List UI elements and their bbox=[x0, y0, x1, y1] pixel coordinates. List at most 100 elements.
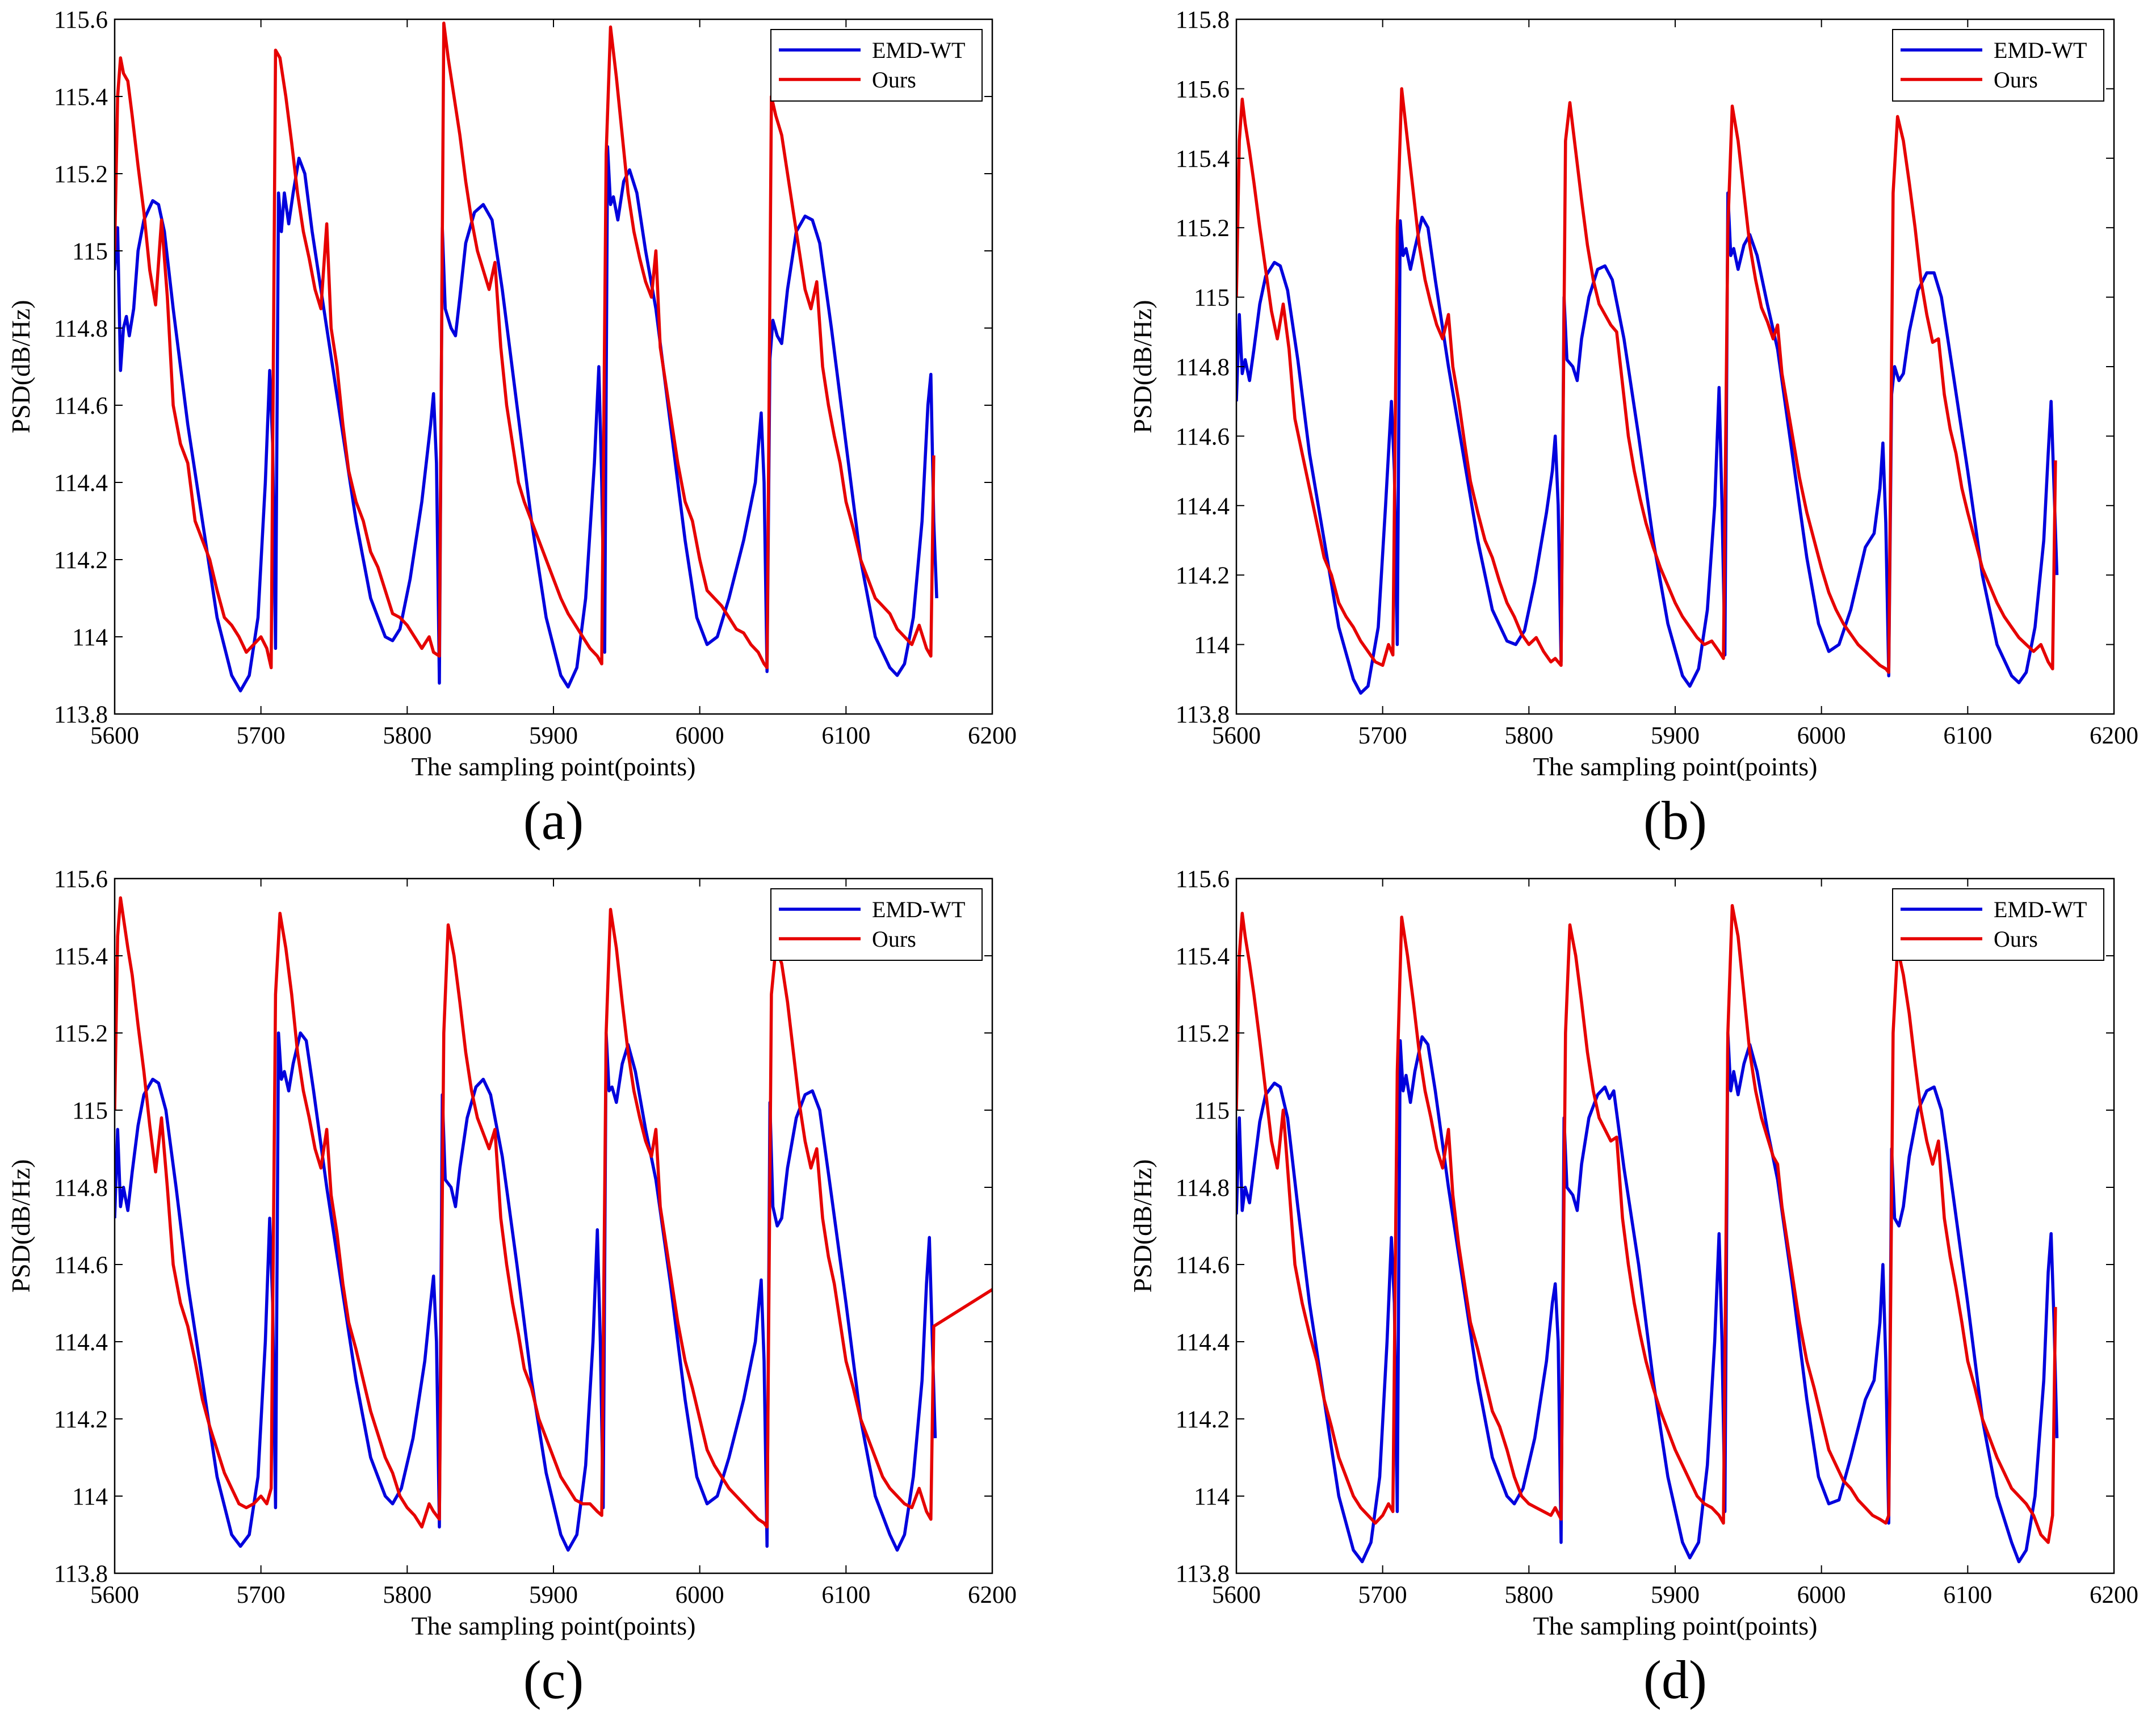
y-tick-label: 113.8 bbox=[1176, 1561, 1230, 1587]
y-tick-label: 114.6 bbox=[54, 393, 108, 419]
series-group bbox=[115, 896, 992, 1552]
x-tick-label: 5600 bbox=[1212, 1582, 1261, 1608]
x-tick-label: 6000 bbox=[676, 723, 724, 749]
x-axis-label: The sampling point(points) bbox=[1533, 1611, 1818, 1640]
plot-area bbox=[115, 879, 992, 1573]
chart-panel-a: 5600 5700 5800 5900 6000 6100 6200 113.8 114 114.… bbox=[6, 7, 1017, 851]
y-tick-label: 114.4 bbox=[54, 470, 108, 497]
x-tick-label: 6000 bbox=[1797, 1582, 1846, 1608]
x-tick-label: 5900 bbox=[529, 723, 578, 749]
y-tick-label: 115.4 bbox=[1176, 943, 1230, 970]
legend-label: Ours bbox=[1994, 926, 2038, 952]
y-tick-label: 114.8 bbox=[54, 1175, 108, 1202]
legend-label: Ours bbox=[1994, 67, 2038, 93]
panel-caption: (b) bbox=[1643, 790, 1707, 851]
legend-box bbox=[770, 29, 983, 102]
legend-box bbox=[1892, 29, 2104, 102]
x-tick-label: 6200 bbox=[2090, 723, 2138, 749]
y-tick-label: 114 bbox=[72, 1484, 108, 1510]
y-tick-label: 115.8 bbox=[1176, 7, 1230, 33]
x-tick-label: 5900 bbox=[529, 1582, 578, 1608]
x-tick-label: 5900 bbox=[1651, 1582, 1700, 1608]
plot-area bbox=[1236, 879, 2114, 1573]
x-tick-label: 6100 bbox=[1943, 1582, 1992, 1608]
y-tick-label: 115.4 bbox=[54, 943, 108, 970]
y-tick-label: 115 bbox=[1194, 1098, 1230, 1124]
legend-label: Ours bbox=[872, 67, 916, 93]
legend-label: EMD-WT bbox=[872, 897, 965, 922]
x-tick-label: 6200 bbox=[2090, 1582, 2138, 1608]
chart-panel-d: 5600 5700 5800 5900 6000 6100 6200 113.8 114 114.… bbox=[1128, 866, 2138, 1710]
legend: EMD-WT Ours bbox=[770, 29, 983, 102]
y-tick-label: 114 bbox=[72, 624, 108, 651]
y-tick-label: 114.6 bbox=[1176, 423, 1230, 450]
series-line-emd-wt bbox=[1236, 1031, 2059, 1564]
series-line-emd-wt bbox=[115, 1031, 937, 1552]
y-tick-label: 113.8 bbox=[54, 702, 108, 728]
y-tick-label: 114 bbox=[1194, 1484, 1230, 1510]
x-tick-label: 6000 bbox=[1797, 723, 1846, 749]
legend-label: EMD-WT bbox=[872, 37, 965, 63]
legend: EMD-WT Ours bbox=[770, 888, 983, 961]
panel-caption: (a) bbox=[523, 790, 584, 851]
x-tick-label: 5800 bbox=[1504, 1582, 1553, 1608]
y-tick-label: 115.6 bbox=[54, 7, 108, 33]
y-axis-label: PSD(dB/Hz) bbox=[6, 1159, 35, 1292]
y-tick-label: 115.6 bbox=[54, 866, 108, 893]
legend-box bbox=[1892, 888, 2104, 961]
x-tick-label: 6200 bbox=[968, 723, 1017, 749]
y-tick-label: 114.4 bbox=[1176, 493, 1230, 520]
y-tick-label: 115.6 bbox=[1176, 866, 1230, 893]
y-tick-label: 115.2 bbox=[54, 161, 108, 188]
y-tick-label: 114 bbox=[1194, 632, 1230, 659]
x-tick-label: 6200 bbox=[968, 1582, 1017, 1608]
x-tick-label: 5700 bbox=[1358, 1582, 1407, 1608]
y-tick-label: 115.4 bbox=[1176, 146, 1230, 173]
chart-panel-c: 5600 5700 5800 5900 6000 6100 6200 113.8 114 114.… bbox=[6, 866, 1017, 1710]
y-tick-label: 114.6 bbox=[54, 1252, 108, 1279]
y-tick-label: 115.4 bbox=[54, 84, 108, 111]
y-tick-label: 114.8 bbox=[54, 316, 108, 342]
y-tick-label: 113.8 bbox=[1176, 702, 1230, 728]
y-axis-label: PSD(dB/Hz) bbox=[6, 300, 35, 433]
x-axis-label: The sampling point(points) bbox=[1533, 752, 1818, 781]
x-tick-label: 5600 bbox=[1212, 723, 1261, 749]
y-tick-label: 115.6 bbox=[1176, 76, 1230, 103]
y-tick-label: 115 bbox=[1194, 285, 1230, 312]
series-line-emd-wt bbox=[115, 145, 938, 692]
y-tick-label: 115.2 bbox=[54, 1020, 108, 1047]
panel-caption: (d) bbox=[1643, 1649, 1707, 1710]
x-tick-label: 5800 bbox=[383, 1582, 431, 1608]
x-tick-label: 5600 bbox=[90, 723, 139, 749]
x-tick-label: 5700 bbox=[237, 1582, 286, 1608]
y-tick-label: 115 bbox=[72, 1098, 108, 1124]
chart-panel-b: 5600 5700 5800 5900 6000 6100 6200 113.8 114 114.… bbox=[1128, 7, 2138, 851]
x-tick-label: 5700 bbox=[1358, 723, 1407, 749]
x-tick-label: 5800 bbox=[383, 723, 431, 749]
series-line-ours bbox=[115, 896, 992, 1529]
series-line-emd-wt bbox=[1236, 191, 2059, 695]
x-tick-label: 5600 bbox=[90, 1582, 139, 1608]
y-tick-label: 114.2 bbox=[54, 547, 108, 574]
plot-area bbox=[1236, 19, 2114, 714]
y-tick-label: 114.4 bbox=[54, 1329, 108, 1356]
y-tick-label: 115.2 bbox=[1176, 215, 1230, 242]
y-tick-label: 115.2 bbox=[1176, 1020, 1230, 1047]
y-tick-label: 114.6 bbox=[1176, 1252, 1230, 1279]
plot-area bbox=[115, 19, 992, 714]
series-line-ours bbox=[1236, 87, 2057, 674]
series-group bbox=[1236, 904, 2059, 1564]
legend-label: EMD-WT bbox=[1994, 897, 2087, 922]
series-line-ours bbox=[1236, 904, 2057, 1544]
y-tick-label: 114.4 bbox=[1176, 1329, 1230, 1356]
series-line-ours bbox=[115, 22, 936, 670]
y-tick-label: 114.2 bbox=[1176, 562, 1230, 589]
x-tick-label: 5900 bbox=[1651, 723, 1700, 749]
x-tick-label: 6100 bbox=[821, 1582, 870, 1608]
x-tick-label: 6100 bbox=[821, 723, 870, 749]
x-tick-label: 6000 bbox=[676, 1582, 724, 1608]
legend: EMD-WT Ours bbox=[1892, 29, 2104, 102]
x-axis-label: The sampling point(points) bbox=[412, 1611, 696, 1640]
y-tick-label: 114.2 bbox=[54, 1406, 108, 1433]
